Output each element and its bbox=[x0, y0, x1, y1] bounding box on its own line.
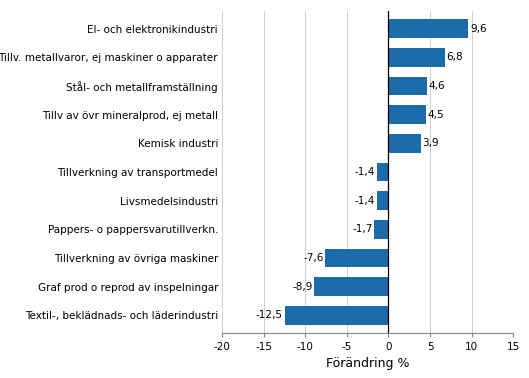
Bar bbox=[388, 48, 445, 67]
Text: 6,8: 6,8 bbox=[446, 52, 463, 62]
X-axis label: Förändring %: Förändring % bbox=[326, 357, 409, 370]
Text: -1,4: -1,4 bbox=[355, 167, 375, 177]
Bar bbox=[377, 191, 388, 210]
Bar bbox=[388, 134, 421, 153]
Text: -8,9: -8,9 bbox=[293, 282, 313, 292]
Text: -1,4: -1,4 bbox=[355, 196, 375, 206]
Bar bbox=[388, 77, 427, 95]
Bar bbox=[388, 19, 468, 38]
Bar bbox=[375, 220, 388, 239]
Text: 9,6: 9,6 bbox=[470, 23, 487, 34]
Text: -1,7: -1,7 bbox=[352, 225, 372, 234]
Text: 4,6: 4,6 bbox=[428, 81, 445, 91]
Bar bbox=[388, 105, 426, 124]
Text: 3,9: 3,9 bbox=[423, 138, 439, 148]
Text: 4,5: 4,5 bbox=[427, 110, 444, 119]
Bar bbox=[377, 163, 388, 181]
Bar bbox=[325, 249, 388, 267]
Text: -7,6: -7,6 bbox=[303, 253, 324, 263]
Bar bbox=[285, 306, 388, 325]
Text: -12,5: -12,5 bbox=[256, 310, 283, 321]
Bar bbox=[314, 277, 388, 296]
